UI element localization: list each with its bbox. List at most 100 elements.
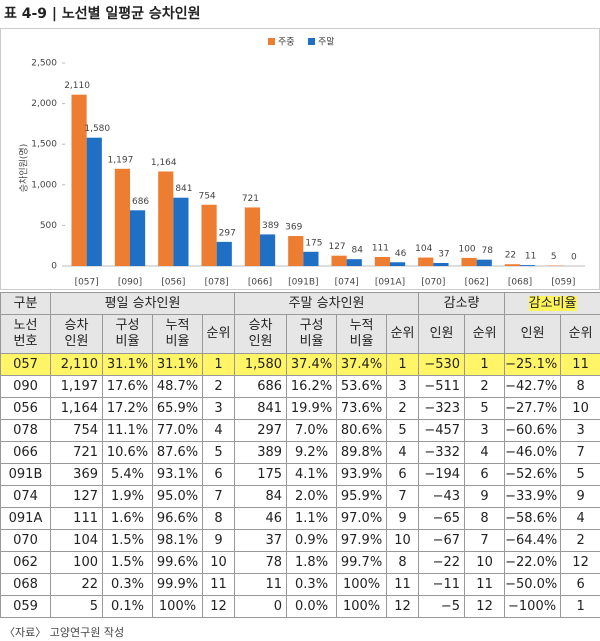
table-cell: 090: [0, 375, 51, 398]
value-label: 175: [305, 238, 322, 248]
y-tick-label: 1,500: [31, 140, 57, 150]
table-cell: 7.0%: [286, 419, 338, 442]
table-cell: 1,164: [50, 397, 103, 420]
table-row: 091B 369 5.4% 93.1% 6 175 4.1% 93.9% 6 −194 6 −52.6…: [0, 463, 600, 486]
table-cell: 091A: [0, 507, 51, 530]
bar: [418, 257, 434, 266]
table-cell: 0.1%: [102, 595, 153, 618]
table-cell: −5: [418, 595, 466, 618]
table-cell: 070: [0, 529, 51, 552]
table-cell: −22.0%: [504, 551, 562, 574]
bar: [433, 262, 449, 266]
table-cell: 11: [234, 573, 288, 596]
table-cell: −25.1%: [504, 353, 562, 376]
table-cell: 인원: [418, 314, 466, 354]
table-cell: 99.6%: [152, 551, 203, 574]
bar: [158, 171, 174, 266]
value-label: 104: [415, 244, 432, 254]
table-cell: 12: [201, 595, 236, 618]
table-cell: 22: [50, 573, 103, 596]
table-row: 090 1,197 17.6% 48.7% 2 686 16.2% 53.6% 3 −511 2 −4…: [0, 375, 600, 398]
table-cell: 4: [464, 441, 506, 464]
table-cell: 5.4%: [102, 463, 153, 486]
table-cell: 65.9%: [152, 397, 203, 420]
table-cell: 5: [50, 595, 103, 618]
table-cell: 2,110: [50, 353, 103, 376]
value-label: 37: [438, 249, 449, 259]
table-row: 구분 평일 승차인원 주말 승차인원 감소량 감소비율: [0, 292, 600, 315]
table-cell: 8: [560, 375, 600, 398]
value-label: 1,197: [108, 155, 134, 165]
table-cell: 97.9%: [336, 529, 388, 552]
table-cell: 3: [201, 397, 236, 420]
table-cell: 감소비율: [504, 292, 600, 315]
table-cell: 96.6%: [152, 507, 203, 530]
table-cell: 059: [0, 595, 51, 618]
table-cell: −67: [418, 529, 466, 552]
table-cell: 1.5%: [102, 529, 153, 552]
value-label: 111: [372, 243, 389, 253]
legend-swatch: [268, 38, 275, 45]
table-cell: 구성 비율: [102, 314, 153, 354]
table-cell: 7: [386, 485, 420, 508]
table-cell: 17.2%: [102, 397, 153, 420]
table-cell: −332: [418, 441, 466, 464]
value-label: 78: [482, 246, 494, 256]
x-tick-label: [091A]: [375, 278, 405, 288]
y-tick-label: 2,500: [31, 59, 57, 69]
x-tick-label: [091B]: [288, 278, 318, 288]
table-row: 066 721 10.6% 87.6% 5 389 9.2% 89.8% 4 −332 4 −46.0…: [0, 441, 600, 464]
table-cell: −11: [418, 573, 466, 596]
legend-label: 주말: [318, 36, 335, 48]
table-cell: 순위: [201, 314, 236, 354]
x-tick-label: [066]: [248, 278, 272, 288]
table-cell: 5: [464, 397, 506, 420]
table-cell: 78: [234, 551, 288, 574]
table-row: 059 5 0.1% 100% 12 0 0.0% 100% 12 −5 12 −100% 1: [0, 595, 600, 618]
bar: [201, 204, 217, 266]
table-cell: 99.9%: [152, 573, 203, 596]
bar: [86, 137, 102, 266]
table-cell: 12: [560, 551, 600, 574]
header-text: 감소비율: [528, 295, 577, 311]
table-cell: 369: [50, 463, 103, 486]
table-cell: 100%: [336, 595, 388, 618]
table-cell: 10: [464, 551, 506, 574]
table-cell: 8: [201, 507, 236, 530]
table-cell: 77.0%: [152, 419, 203, 442]
table-cell: 인원: [504, 314, 562, 354]
table-cell: −58.6%: [504, 507, 562, 530]
table-cell: 056: [0, 397, 51, 420]
table-cell: 누적 비율: [336, 314, 388, 354]
table-cell: 구분: [0, 292, 51, 315]
table-cell: 12: [464, 595, 506, 618]
table-cell: −22: [418, 551, 466, 574]
table-cell: 93.9%: [336, 463, 388, 486]
table-cell: 127: [50, 485, 103, 508]
x-tick-label: [090]: [118, 278, 142, 288]
value-label: 686: [132, 197, 149, 207]
value-label: 721: [242, 194, 259, 204]
bar: [216, 241, 232, 266]
table-cell: 5: [560, 463, 600, 486]
bar: [114, 168, 130, 266]
y-tick-label: 1,000: [31, 180, 57, 190]
table-cell: 19.9%: [286, 397, 338, 420]
table-row: 074 127 1.9% 95.0% 7 84 2.0% 95.9% 7 −43 9 −33.9% 9: [0, 485, 600, 508]
table-cell: 4: [560, 507, 600, 530]
table-cell: 1.5%: [102, 551, 153, 574]
table-cell: 074: [0, 485, 51, 508]
table-cell: 승차 인원: [50, 314, 103, 354]
bar: [173, 197, 189, 266]
bar: [130, 210, 146, 266]
table-cell: 0.0%: [286, 595, 338, 618]
table-cell: 16.2%: [286, 375, 338, 398]
value-label: 754: [198, 191, 215, 201]
value-label: 11: [525, 252, 536, 262]
table-cell: 7: [560, 441, 600, 464]
table-cell: 2: [560, 529, 600, 552]
bar: [461, 257, 477, 266]
table-cell: 0.9%: [286, 529, 338, 552]
value-label: 100: [458, 244, 475, 254]
table-cell: 078: [0, 419, 51, 442]
